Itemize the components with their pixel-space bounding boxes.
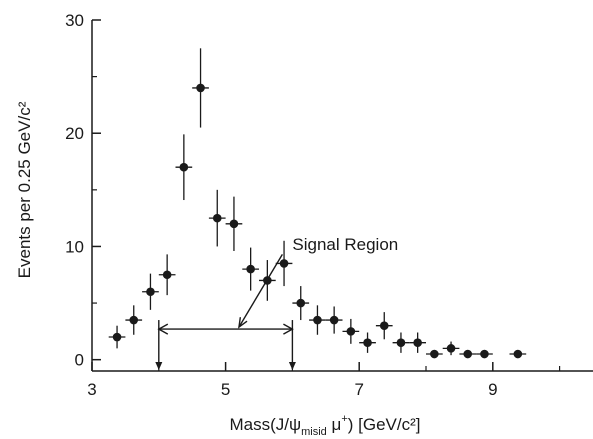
y-tick-label: 20 — [65, 124, 84, 143]
data-marker — [162, 270, 172, 280]
data-point — [409, 332, 426, 353]
x-tick-label: 3 — [87, 380, 96, 399]
data-point — [392, 332, 410, 353]
data-marker — [129, 315, 139, 325]
data-point — [125, 305, 143, 335]
data-marker — [112, 332, 122, 342]
data-marker — [146, 287, 155, 297]
x-axis-title-suffix: ) [GeV/c²] — [348, 415, 421, 434]
data-point — [375, 312, 393, 340]
data-marker — [212, 213, 222, 223]
signal-region-pointer — [238, 254, 283, 328]
axes — [91, 20, 593, 372]
data-marker — [246, 264, 255, 274]
data-marker — [513, 349, 523, 359]
signal-region-annotation: Signal Region — [155, 235, 398, 370]
y-tick-label: 10 — [65, 237, 84, 256]
x-axis-title-superscript: + — [341, 413, 347, 425]
signal-region-bound-arrowhead — [155, 362, 163, 370]
data-point — [275, 240, 293, 287]
data-point — [158, 254, 176, 296]
data-point — [292, 286, 310, 321]
data-point — [242, 247, 259, 291]
data-point — [225, 196, 243, 251]
y-tick-label: 0 — [75, 351, 84, 370]
data-marker — [463, 349, 473, 359]
x-tick-label: 7 — [354, 380, 363, 399]
data-marker — [196, 83, 205, 93]
signal-region-pointer-arrowhead — [238, 317, 248, 329]
data-marker — [413, 338, 422, 347]
x-axis-title-middle: μ — [327, 415, 342, 434]
data-marker — [179, 162, 189, 172]
data-point — [108, 325, 126, 349]
ticks: 0 10 20 30 3 5 7 9 — [65, 11, 561, 399]
signal-region-bound-arrowhead — [288, 362, 296, 370]
data-marker — [480, 349, 489, 359]
data-point — [325, 306, 343, 334]
data-point — [509, 349, 527, 359]
data-marker — [346, 327, 356, 336]
y-tick-label: 30 — [65, 11, 84, 30]
x-axis-title-prefix: Mass(J/ψ — [230, 415, 302, 434]
x-tick-label: 9 — [488, 380, 497, 399]
signal-region-label: Signal Region — [292, 235, 398, 254]
data-marker — [329, 315, 339, 325]
data-point — [359, 332, 376, 353]
data-point — [476, 349, 493, 359]
data-point — [342, 318, 360, 344]
data-marker — [296, 298, 306, 308]
data-point — [459, 349, 477, 359]
data-point — [208, 189, 226, 247]
x-tick-label: 5 — [221, 380, 230, 399]
data-marker — [396, 338, 406, 347]
data-marker — [430, 349, 439, 359]
data-point — [442, 341, 460, 356]
y-axis-title: Events per 0.25 GeV/c² — [15, 101, 34, 278]
data-marker — [229, 219, 239, 229]
data-marker — [446, 344, 456, 353]
data-marker — [279, 259, 289, 268]
data-point — [175, 134, 193, 201]
data-marker — [363, 338, 372, 347]
x-axis-title-subscript: misid — [301, 426, 327, 438]
data-point — [192, 48, 209, 128]
data-marker — [313, 315, 322, 325]
data-marker — [379, 321, 389, 331]
data-point — [142, 273, 159, 310]
data-points — [108, 48, 527, 359]
data-point — [426, 349, 443, 359]
data-point — [309, 305, 326, 335]
x-axis-title: Mass(J/ψmisid μ+) [GeV/c²] — [230, 413, 421, 438]
